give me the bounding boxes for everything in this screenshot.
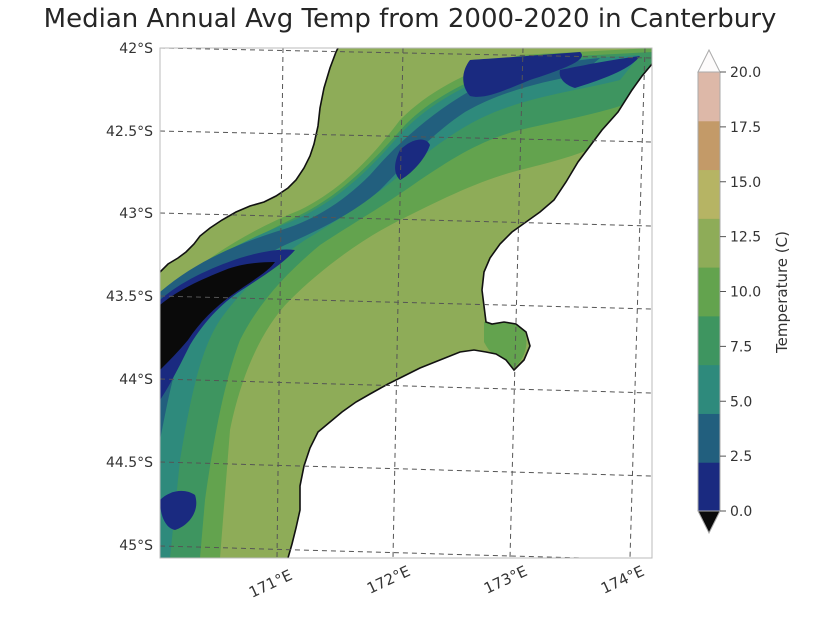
colorbar-tick-label: 7.5 (730, 339, 752, 355)
colorbar-tick-label: 5.0 (730, 394, 752, 410)
colorbar-segment (698, 462, 720, 512)
colorbar-segment (698, 364, 720, 414)
colorbar-tick-label: 0.0 (730, 504, 752, 520)
lat-label-42: 42°S (119, 41, 153, 57)
colorbar-segment (698, 218, 720, 268)
colorbar-tick-label: 10.0 (730, 285, 761, 301)
colorbar-tick-label: 17.5 (730, 120, 761, 136)
colorbar-segment (698, 169, 720, 219)
colorbar: 0.0 2.5 5.0 7.5 10.0 12.5 15.0 17.5 20.0 Tempera… (697, 48, 791, 535)
colorbar-tick-label: 12.5 (730, 230, 761, 246)
colorbar-segment (698, 315, 720, 366)
lat-label-44: 44°S (119, 372, 153, 388)
lon-label-171: 171°E (246, 566, 295, 602)
map-title: Median Annual Avg Temp from 2000-2020 in… (43, 4, 777, 34)
colorbar-segment (698, 72, 720, 122)
lon-label-173: 173°E (481, 562, 530, 598)
lat-label-45: 45°S (119, 538, 153, 554)
lat-label-44-5: 44.5°S (106, 455, 153, 471)
colorbar-tick-label: 2.5 (730, 449, 752, 465)
colorbar-segment (698, 413, 720, 463)
map-gridlines (160, 48, 652, 558)
colorbar-label: Temperature (C) (773, 231, 791, 354)
lon-label-174: 174°E (598, 562, 647, 598)
colorbar-tick-label: 20.0 (730, 65, 761, 81)
lat-label-43-5: 43.5°S (106, 289, 153, 305)
lon-label-172: 172°E (364, 562, 413, 598)
colorbar-segment (698, 120, 720, 171)
colorbar-max-extension (697, 48, 721, 73)
colorbar-tick-label: 15.0 (730, 175, 761, 191)
colorbar-segment (698, 267, 720, 317)
map-frame (159, 47, 653, 559)
coastline (160, 48, 652, 558)
lat-label-42-5: 42.5°S (106, 124, 153, 140)
lat-label-43: 43°S (119, 206, 153, 222)
colorbar-min-extension (697, 510, 721, 535)
